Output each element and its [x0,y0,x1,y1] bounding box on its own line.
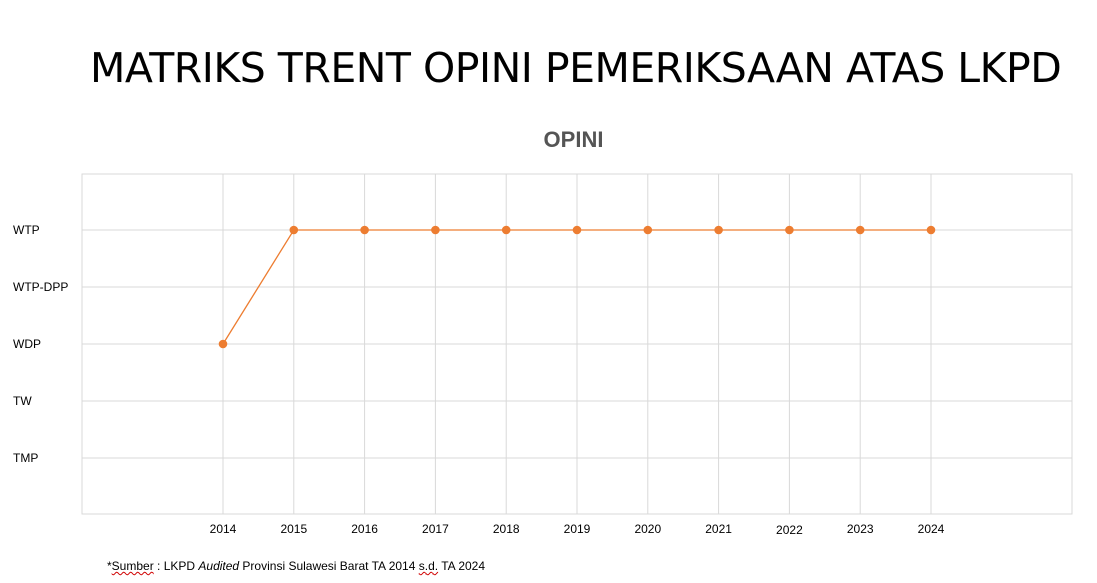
grid-lines [81,173,1073,515]
y-tick-label: WDP [13,337,41,351]
x-tick-label: 2020 [634,522,661,536]
y-tick-label: TMP [13,451,38,465]
y-tick-label: TW [13,394,32,408]
source-audited: Audited [198,559,240,573]
y-axis-labels: TMP TW WDP WTP-DPP WTP [13,223,68,465]
source-text-1: : LKPD [153,559,199,573]
x-tick-label: 2021 [705,522,732,536]
x-tick-label: 2014 [210,522,237,536]
x-tick-label: 2023 [847,522,874,536]
source-text-2: Provinsi Sulawesi Barat TA 2014 [239,559,419,573]
y-tick-label: WTP [13,223,40,237]
x-tick-label: 2015 [280,522,307,536]
source-sumber: Sumber [111,559,154,573]
page-title: MATRIKS TRENT OPINI PEMERIKSAAN ATAS LKP… [90,44,1062,92]
x-tick-label: 2017 [422,522,449,536]
source-sd: s.d. [418,559,439,573]
y-tick-label: WTP-DPP [13,280,68,294]
data-point [360,225,369,235]
x-tick-label: 2018 [493,522,520,536]
source-star: * [107,559,112,573]
chart-title: OPINI [543,127,604,152]
data-point [714,225,723,235]
data-point [785,225,794,235]
data-point [926,225,936,235]
data-point [431,225,440,235]
data-point [572,225,582,235]
series-group [218,225,936,349]
source-note: *Sumber : LKPD Audited Provinsi Sulawesi… [107,559,485,573]
data-point [501,225,511,235]
data-point [289,225,299,235]
x-tick-label: 2022 [776,523,803,537]
data-point [643,225,653,235]
data-point [218,339,228,349]
x-axis-labels: 2014 2015 2016 2017 2018 2019 2020 2021 2022 2023… [210,522,945,537]
x-tick-label: 2019 [564,522,591,536]
source-text-3: TA 2024 [438,559,486,573]
x-tick-label: 2016 [351,522,378,536]
data-point [855,225,865,235]
x-tick-label: 2024 [918,522,945,536]
